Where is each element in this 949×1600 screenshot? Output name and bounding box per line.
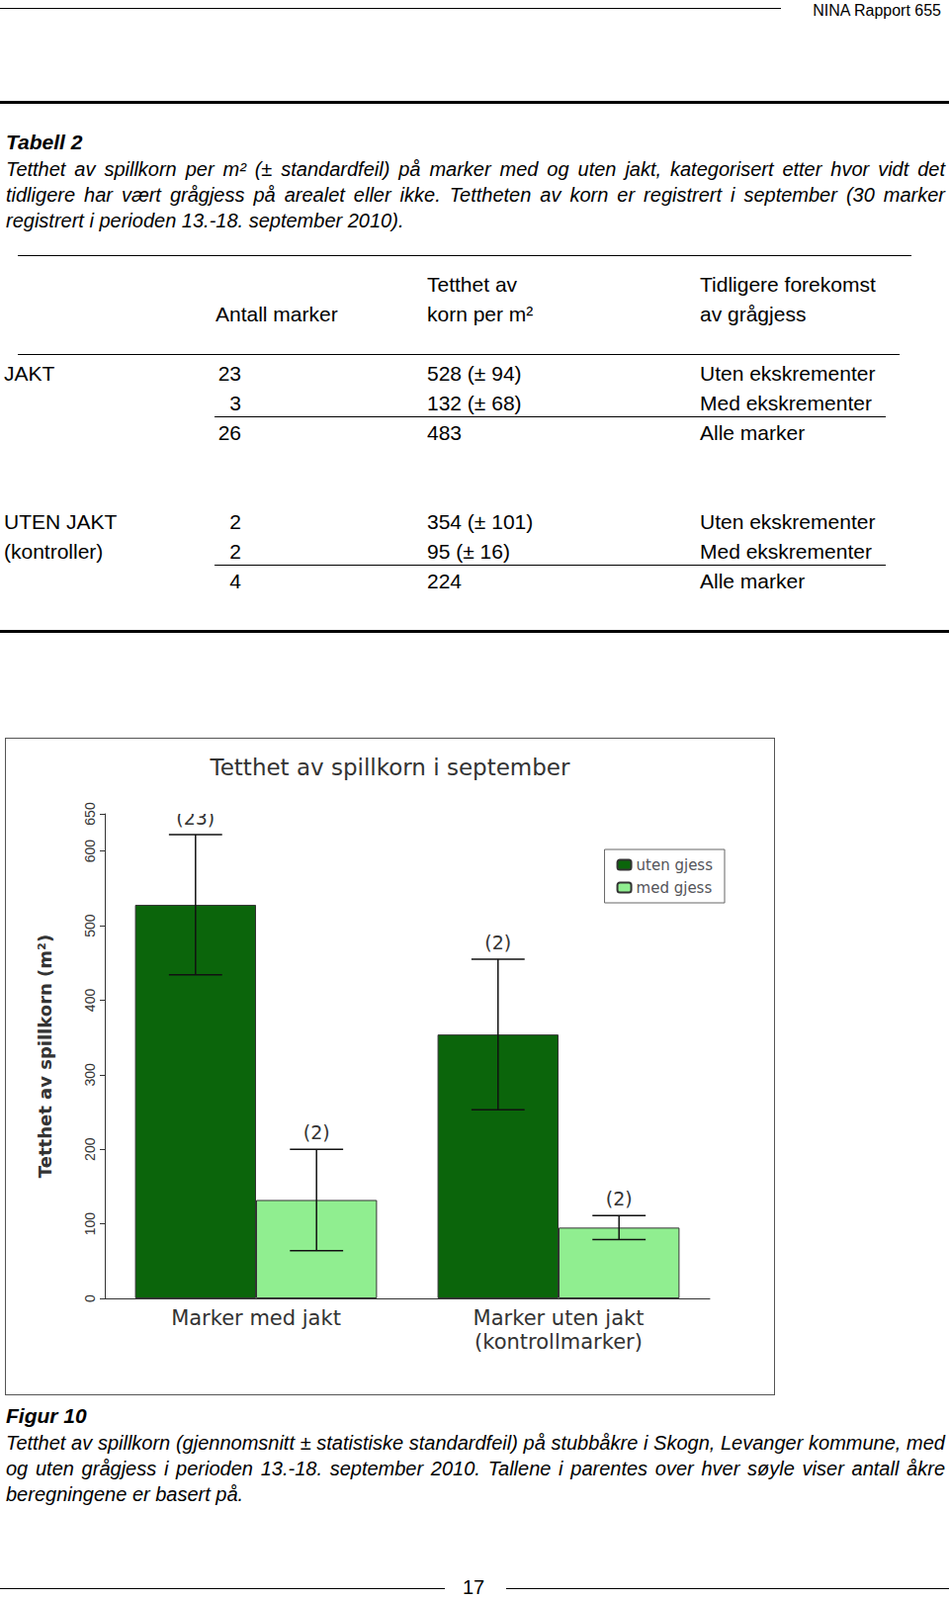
html-text:Alle marker: Alle marker [699,569,805,593]
html-text:Tetthet av spillkorn per m² (±: Tetthet av spillkorn per m² (± standardf… [5,158,946,232]
svg-text:Marker med jakt: Marker med jakt [171,1305,342,1330]
html-text:Tetthet av spillkorn (gjennoms: Tetthet av spillkorn (gjennomsnitt ± sta… [5,1431,946,1505]
svg-text:(kontrollmarker): (kontrollmarker) [474,1329,643,1354]
svg-text:(23): (23) [175,806,215,829]
svg-text:0: 0 [82,1294,98,1302]
html-text:224: 224 [427,569,462,593]
svg-text:100: 100 [82,1211,98,1236]
html-text:26: 26 [218,421,242,444]
html-text:4: 4 [229,569,242,593]
html-text:95 (± 16): 95 (± 16) [427,539,510,563]
svg-text:med gjess: med gjess [636,878,713,897]
svg-text:650: 650 [82,801,98,826]
html-text:354 (± 101): 354 (± 101) [427,510,534,533]
html-text:Uten ekskrementer: Uten ekskrementer [699,510,876,533]
svg-text:(2): (2) [484,931,512,953]
html-text:23: 23 [218,361,242,385]
html-text:132 (± 68): 132 (± 68) [427,391,522,415]
svg-text:400: 400 [82,988,98,1013]
html-text:NINA Rapport 655: NINA Rapport 655 [812,1,942,19]
html-text:Med ekskrementer: Med ekskrementer [699,391,872,415]
svg-text:(2): (2) [605,1187,633,1209]
html-text:(kontroller): (kontroller) [3,539,104,563]
html-text:Tidligere forekomst: Tidligere forekomst [699,272,876,296]
html-text:JAKT: JAKT [3,361,55,385]
html-text:483: 483 [427,421,462,444]
svg-text:300: 300 [82,1062,98,1087]
svg-text:600: 600 [82,839,98,863]
html-text:3: 3 [229,391,242,415]
html-text:17: 17 [462,1575,485,1598]
html-text:UTEN JAKT: UTEN JAKT [3,510,117,533]
html-text:korn per m²: korn per m² [427,302,534,326]
svg-text:Marker uten jakt: Marker uten jakt [473,1305,645,1330]
html-text:2: 2 [229,539,242,563]
svg-text:200: 200 [82,1136,98,1161]
html-text:Antall marker: Antall marker [215,302,338,326]
html-text:528 (± 94): 528 (± 94) [427,361,522,385]
html-text:2: 2 [229,510,242,533]
svg-text:(2): (2) [303,1121,331,1143]
html-text:Med ekskrementer: Med ekskrementer [699,539,872,563]
html-text:Figur 10: Figur 10 [5,1403,87,1427]
svg-text:Tetthet av spillkorn (m²): Tetthet av spillkorn (m²) [34,934,56,1178]
html-text:av grågjess: av grågjess [699,302,807,326]
html-text:Alle marker: Alle marker [699,421,805,444]
svg-text:uten gjess: uten gjess [636,856,714,874]
html-text:Uten ekskrementer: Uten ekskrementer [699,361,876,385]
html-text:Tabell 2: Tabell 2 [5,130,83,154]
svg-text:Tetthet av spillkorn i septemb: Tetthet av spillkorn i september [209,754,571,780]
html-text:Tetthet av: Tetthet av [427,272,518,296]
svg-text:500: 500 [82,913,98,938]
